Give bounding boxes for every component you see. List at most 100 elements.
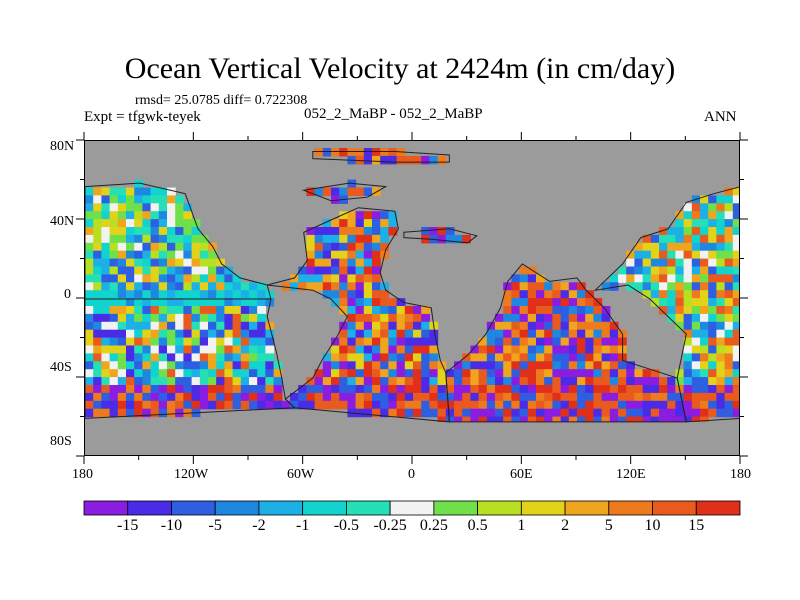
- ocean-cell: [331, 250, 340, 260]
- ocean-cell: [552, 369, 562, 378]
- ocean-cell: [683, 345, 693, 354]
- lat-label-80s: 80S: [50, 434, 72, 449]
- ocean-cell: [224, 274, 234, 283]
- ocean-cell: [85, 377, 94, 386]
- ocean-cell: [240, 392, 250, 402]
- ocean-cell: [93, 298, 102, 307]
- ocean-cell: [396, 345, 406, 354]
- ocean-cell: [249, 282, 258, 291]
- ocean-cell: [544, 361, 553, 370]
- ocean-cell: [503, 345, 512, 354]
- ocean-cell: [724, 227, 734, 236]
- ocean-cell: [339, 211, 348, 220]
- ocean-cell: [363, 385, 373, 394]
- ocean-cell: [372, 385, 381, 394]
- ocean-cell: [700, 219, 709, 228]
- ocean-cell: [158, 242, 168, 252]
- ocean-cell: [618, 385, 627, 394]
- ocean-cell: [101, 290, 111, 299]
- ocean-cell: [265, 400, 275, 410]
- ocean-cell: [126, 377, 135, 386]
- ocean-cell: [454, 377, 463, 386]
- ocean-cell: [585, 408, 594, 418]
- ocean-cell: [700, 250, 709, 260]
- ocean-cell: [355, 377, 365, 386]
- ocean-cell: [355, 400, 365, 410]
- ocean-cell: [322, 282, 332, 291]
- ocean-cell: [626, 274, 635, 283]
- ocean-cell: [175, 298, 184, 307]
- ocean-cell: [519, 361, 529, 370]
- ocean-cell: [158, 266, 168, 275]
- ocean-cell: [306, 282, 316, 291]
- ocean-cell: [437, 155, 447, 165]
- ocean-cell: [421, 369, 430, 378]
- ocean-cell: [437, 227, 447, 236]
- ocean-cell: [265, 392, 275, 402]
- ocean-cell: [306, 258, 316, 268]
- ocean-cell: [331, 377, 340, 386]
- ocean-cell: [109, 392, 119, 402]
- ocean-cell: [134, 392, 143, 402]
- ocean-cell: [363, 227, 373, 236]
- ocean-cell: [683, 329, 693, 339]
- ocean-cell: [175, 250, 184, 260]
- ocean-cell: [478, 400, 488, 410]
- ocean-cell: [577, 290, 586, 299]
- ocean-cell: [503, 321, 512, 331]
- ocean-cell: [339, 282, 348, 291]
- ocean-cell: [347, 345, 357, 354]
- ocean-cell: [527, 416, 537, 426]
- ocean-cell: [331, 227, 340, 236]
- ocean-cell: [134, 250, 143, 260]
- ocean-cell: [347, 377, 357, 386]
- ocean-cell: [716, 408, 726, 418]
- ocean-cell: [700, 266, 709, 275]
- ocean-cell: [208, 313, 217, 323]
- ocean-cell: [380, 345, 389, 354]
- ocean-cell: [626, 361, 635, 370]
- ocean-cell: [216, 353, 225, 362]
- ocean-cell: [560, 321, 570, 331]
- ocean-cell: [167, 203, 176, 212]
- ocean-cell: [240, 400, 250, 410]
- ocean-cell: [429, 361, 439, 370]
- ocean-cell: [700, 408, 709, 418]
- ocean-cell: [142, 211, 152, 220]
- ocean-cell: [650, 392, 660, 402]
- ocean-cell: [380, 298, 389, 307]
- ocean-cell: [363, 148, 373, 157]
- ocean-cell: [437, 377, 447, 386]
- ocean-cell: [421, 345, 430, 354]
- ocean-cell: [478, 369, 488, 378]
- ocean-cell: [568, 282, 578, 291]
- ocean-cell: [560, 337, 570, 347]
- ocean-cell: [577, 400, 586, 410]
- ocean-cell: [683, 234, 693, 244]
- ocean-cell: [732, 313, 739, 323]
- ocean-cell: [126, 211, 135, 220]
- ocean-cell: [126, 345, 135, 354]
- ocean-cell: [724, 219, 734, 228]
- colorbar-label: 15: [688, 517, 705, 534]
- ocean-cell: [126, 290, 135, 299]
- ocean-cell: [716, 377, 726, 386]
- colorbar-swatch: [477, 500, 522, 516]
- ocean-cell: [675, 242, 685, 252]
- ocean-cell: [347, 219, 357, 228]
- ocean-cell: [183, 329, 193, 339]
- ocean-cell: [208, 337, 217, 347]
- ocean-cell: [191, 242, 201, 252]
- ocean-cell: [85, 242, 94, 252]
- ocean-cell: [240, 306, 250, 315]
- ocean-cell: [175, 329, 184, 339]
- ocean-cell: [396, 385, 406, 394]
- ocean-cell: [724, 242, 734, 252]
- ocean-cell: [585, 329, 594, 339]
- ocean-cell: [675, 321, 685, 331]
- colorbar-swatch: [389, 500, 435, 516]
- ocean-cell: [93, 313, 102, 323]
- ocean-cell: [724, 211, 734, 220]
- ocean-cell: [470, 385, 480, 394]
- ocean-cell: [732, 290, 739, 299]
